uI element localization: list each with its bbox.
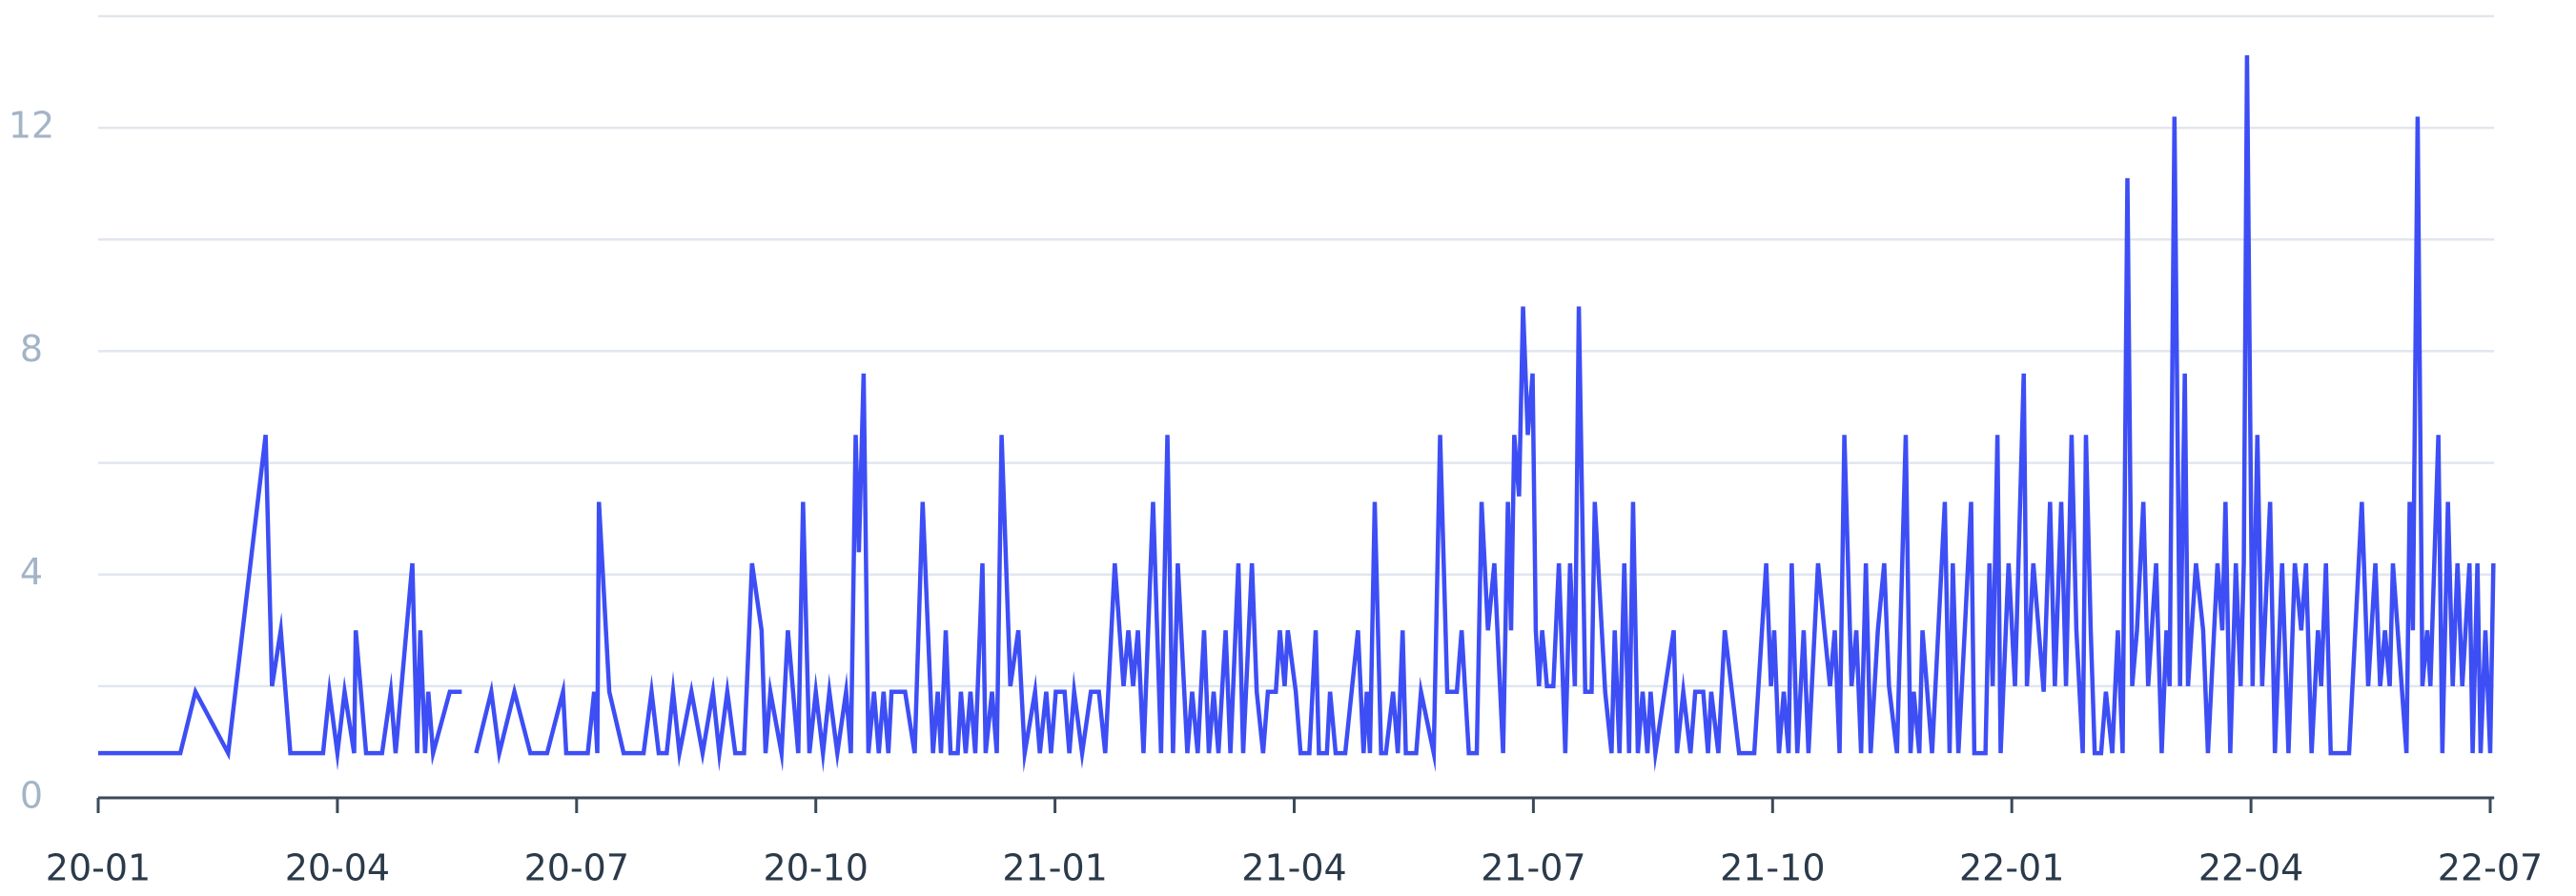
y-tick-label: 4 xyxy=(20,551,43,593)
x-tick-label: 21-10 xyxy=(1720,847,1825,889)
x-tick-label: 20-01 xyxy=(46,847,151,889)
data-line xyxy=(98,54,2496,773)
y-tick-label: 12 xyxy=(9,105,54,147)
x-tick-label: 22-04 xyxy=(2198,847,2303,889)
x-tick-label: 20-07 xyxy=(524,847,629,889)
x-tick-label: 22-07 xyxy=(2438,847,2543,889)
x-tick-label: 21-01 xyxy=(1002,847,1107,889)
x-tick-label: 22-01 xyxy=(1959,847,2064,889)
y-tick-label: 8 xyxy=(20,328,43,370)
y-tick-label: 0 xyxy=(20,775,43,817)
x-tick-label: 20-10 xyxy=(763,847,868,889)
x-tick-label: 21-04 xyxy=(1241,847,1346,889)
x-tick-label: 20-04 xyxy=(285,847,390,889)
x-tick-label: 21-07 xyxy=(1481,847,1585,889)
